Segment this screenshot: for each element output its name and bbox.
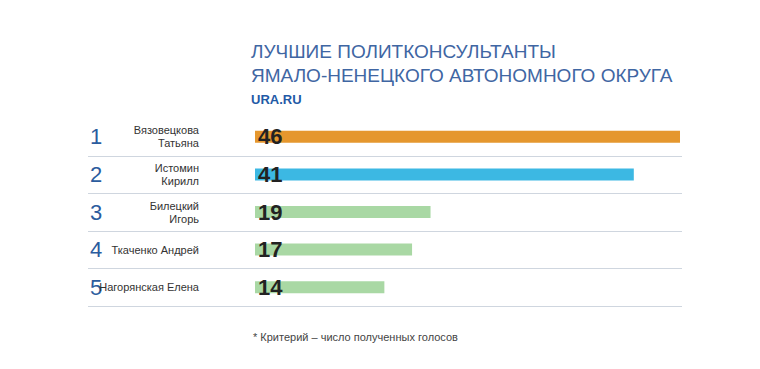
svg-text:Билецкий: Билецкий (150, 200, 199, 212)
svg-text:4: 4 (90, 237, 102, 262)
svg-text:Игорь: Игорь (169, 213, 199, 225)
svg-text:41: 41 (258, 162, 282, 187)
svg-text:Татьяна: Татьяна (158, 137, 200, 149)
svg-text:ЛУЧШИЕ ПОЛИТКОНСУЛЬТАНТЫ: ЛУЧШИЕ ПОЛИТКОНСУЛЬТАНТЫ (251, 41, 556, 62)
svg-text:ЯМАЛО-НЕНЕЦКОГО АВТОНОМНОГО ОК: ЯМАЛО-НЕНЕЦКОГО АВТОНОМНОГО ОКРУГА (251, 65, 673, 86)
svg-text:Кирилл: Кирилл (161, 175, 199, 187)
svg-text:5: 5 (89, 274, 103, 300)
svg-text:Истомин: Истомин (155, 162, 199, 174)
svg-text:URA.RU: URA.RU (251, 92, 302, 107)
svg-text:Нагорянская Елена: Нагорянская Елена (99, 281, 200, 293)
svg-text:17: 17 (258, 237, 282, 262)
svg-text:19: 19 (258, 200, 282, 225)
svg-text:14: 14 (258, 275, 283, 300)
svg-text:Ткаченко Андрей: Ткаченко Андрей (112, 244, 199, 256)
svg-text:46: 46 (258, 124, 282, 149)
svg-text:2: 2 (90, 162, 102, 187)
svg-text:* Критерий – число полученных: * Критерий – число полученных голосов (253, 331, 458, 343)
svg-text:3: 3 (90, 200, 102, 225)
svg-text:1: 1 (90, 124, 102, 149)
svg-text:Вязовецкова: Вязовецкова (134, 124, 200, 136)
